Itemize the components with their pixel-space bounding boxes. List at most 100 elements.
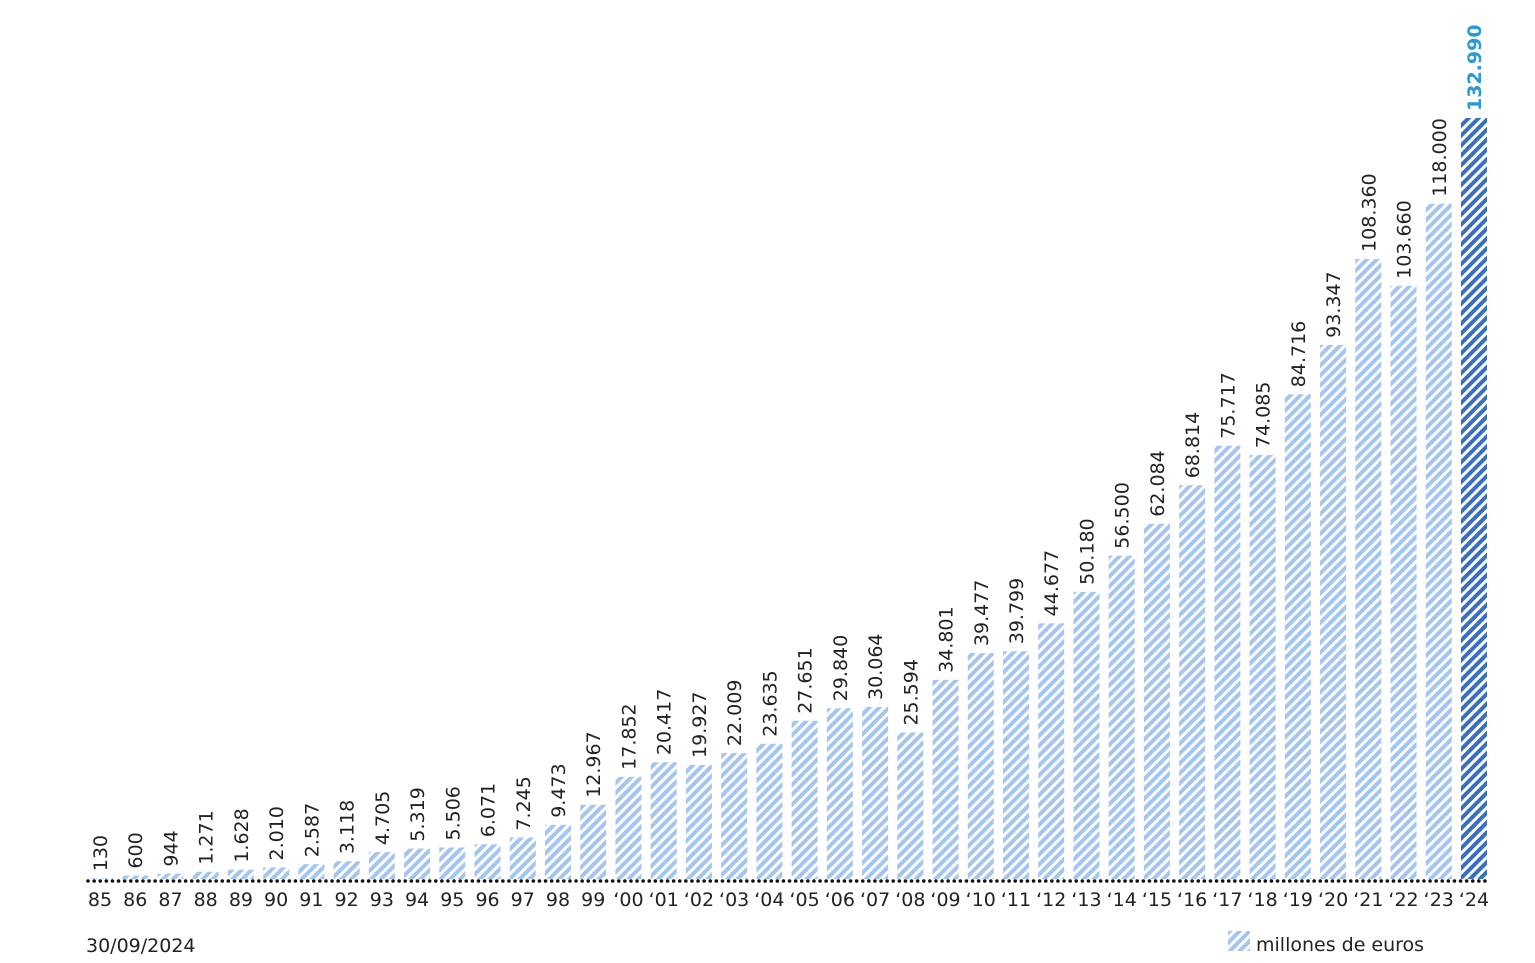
bar xyxy=(756,743,783,879)
x-tick-label: ‘15 xyxy=(1142,889,1172,911)
x-tick-label: ‘00 xyxy=(613,889,643,911)
value-label: 4.705 xyxy=(372,791,394,845)
value-label: 20.417 xyxy=(654,689,676,755)
x-tick-label: 96 xyxy=(475,889,499,911)
x-tick-label: ‘03 xyxy=(719,889,749,911)
bar xyxy=(826,708,853,879)
value-label: 19.927 xyxy=(689,691,711,757)
bar xyxy=(1390,285,1417,880)
value-label: 74.085 xyxy=(1253,382,1275,448)
bar xyxy=(615,776,642,879)
value-label: 12.967 xyxy=(583,731,605,797)
x-tick-label: ‘11 xyxy=(1001,889,1031,911)
bar xyxy=(368,852,395,879)
x-tick-label: 87 xyxy=(158,889,182,911)
x-tick-label: 90 xyxy=(264,889,288,911)
value-label: 118.000 xyxy=(1429,118,1451,197)
value-label: 56.500 xyxy=(1112,482,1134,548)
value-label: 93.347 xyxy=(1323,271,1345,337)
bar xyxy=(650,762,677,879)
bar xyxy=(1143,523,1170,879)
x-tick-label: ‘02 xyxy=(684,889,714,911)
bar xyxy=(439,847,466,879)
bar xyxy=(791,720,818,879)
bar xyxy=(263,867,290,879)
x-tick-label: ‘19 xyxy=(1283,889,1313,911)
x-tick-label: ‘04 xyxy=(754,889,784,911)
x-tick-label: 86 xyxy=(123,889,147,911)
value-label: 944 xyxy=(160,830,182,866)
x-tick-label: 85 xyxy=(88,889,112,911)
x-tick-label: ‘05 xyxy=(790,889,820,911)
x-tick-label: ‘01 xyxy=(649,889,679,911)
value-label: 22.009 xyxy=(724,680,746,746)
value-label: 5.319 xyxy=(407,787,429,841)
value-label: 27.651 xyxy=(795,647,817,713)
bar xyxy=(685,764,712,879)
value-label: 39.799 xyxy=(1006,578,1028,644)
value-label: 68.814 xyxy=(1182,412,1204,478)
x-tick-label: ‘10 xyxy=(966,889,996,911)
x-tick-label: ‘16 xyxy=(1177,889,1207,911)
value-label: 34.801 xyxy=(936,606,958,672)
bar xyxy=(1461,118,1487,879)
value-label: 29.840 xyxy=(830,635,852,701)
value-label: 600 xyxy=(125,832,147,868)
x-tick-label: 91 xyxy=(299,889,323,911)
value-label: 84.716 xyxy=(1288,321,1310,387)
x-tick-label: ‘23 xyxy=(1424,889,1454,911)
bar xyxy=(192,871,219,879)
x-tick-label: 93 xyxy=(370,889,394,911)
legend-swatch xyxy=(1228,931,1250,951)
value-label: 30.064 xyxy=(865,633,887,699)
x-tick-label: ‘22 xyxy=(1388,889,1418,911)
x-tick-label: 99 xyxy=(581,889,605,911)
x-tick-label: 97 xyxy=(511,889,535,911)
value-label: 6.071 xyxy=(478,783,500,837)
bar xyxy=(967,653,994,879)
x-tick-label: 95 xyxy=(440,889,464,911)
x-tick-label: ‘09 xyxy=(930,889,960,911)
value-label: 7.245 xyxy=(513,776,535,830)
bar xyxy=(1355,258,1382,880)
value-label: 17.852 xyxy=(618,703,640,769)
x-tick-label: ‘06 xyxy=(825,889,855,911)
bar xyxy=(1003,651,1029,879)
value-label: 103.660 xyxy=(1394,200,1416,279)
value-label: 75.717 xyxy=(1217,372,1239,438)
bar xyxy=(1108,555,1135,879)
bar xyxy=(545,824,571,879)
bar xyxy=(721,753,748,879)
value-label: 50.180 xyxy=(1076,518,1098,584)
value-label: 3.118 xyxy=(337,800,359,854)
bar xyxy=(474,844,501,879)
value-label: 25.594 xyxy=(900,659,922,725)
x-tick-label: 88 xyxy=(194,889,218,911)
x-tick-label: ‘24 xyxy=(1459,889,1489,911)
bar xyxy=(1284,394,1311,879)
x-tick-label: ‘17 xyxy=(1212,889,1242,911)
bar xyxy=(1179,485,1206,879)
bar xyxy=(1214,445,1241,879)
value-label: 23.635 xyxy=(759,670,781,736)
value-label: 132.990 xyxy=(1464,24,1486,111)
x-tick-label: ‘08 xyxy=(895,889,925,911)
value-label: 108.360 xyxy=(1358,173,1380,252)
bar xyxy=(404,848,431,879)
bar xyxy=(897,732,924,879)
bar xyxy=(1425,203,1452,879)
bar xyxy=(509,837,536,879)
bar xyxy=(1320,344,1347,879)
legend-label: millones de euros xyxy=(1256,934,1424,956)
value-label: 2.587 xyxy=(301,803,323,857)
x-tick-label: ‘20 xyxy=(1318,889,1348,911)
x-tick-label: ‘07 xyxy=(860,889,890,911)
x-tick-label: 98 xyxy=(546,889,570,911)
x-tick-label: ‘14 xyxy=(1107,889,1137,911)
value-label: 130 xyxy=(90,835,112,871)
value-label: 39.477 xyxy=(971,580,993,646)
bar xyxy=(862,706,889,879)
x-tick-label: 89 xyxy=(229,889,253,911)
value-label: 1.271 xyxy=(196,810,218,864)
